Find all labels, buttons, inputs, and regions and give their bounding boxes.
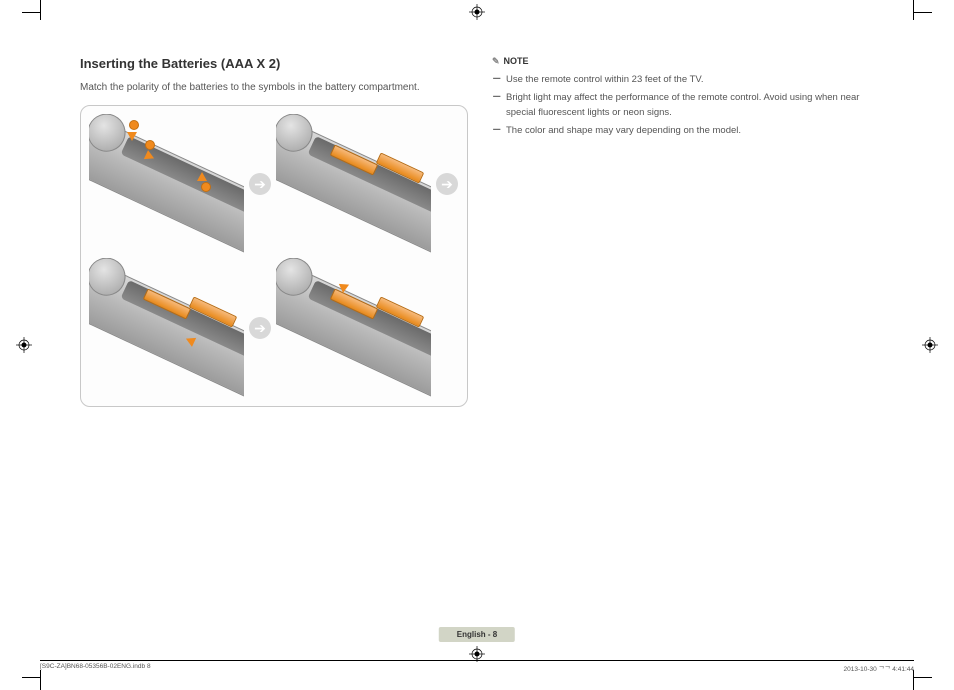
section-heading: Inserting the Batteries (AAA X 2) <box>80 56 468 71</box>
note-item: The color and shape may vary depending o… <box>492 124 874 138</box>
left-column: Inserting the Batteries (AAA X 2) Match … <box>80 56 468 407</box>
crop-mark <box>22 12 40 13</box>
crop-mark <box>40 0 41 20</box>
crop-mark <box>914 677 932 678</box>
next-step-arrow-icon <box>436 173 458 195</box>
battery-illustration <box>80 105 468 407</box>
manual-page: Inserting the Batteries (AAA X 2) Match … <box>0 0 954 690</box>
page-number: English - 8 <box>439 627 515 642</box>
illustration-panel-3 <box>89 258 244 398</box>
footer-filename: [S9C-ZA]BN68-05356B-02ENG.indb 8 <box>40 663 151 674</box>
illustration-panel-1 <box>89 114 244 254</box>
next-step-arrow-icon <box>249 173 271 195</box>
section-subtext: Match the polarity of the batteries to t… <box>80 81 468 95</box>
note-label: NOTE <box>504 56 529 66</box>
crop-mark <box>913 0 914 20</box>
illustration-panel-2 <box>276 114 431 254</box>
step-badge-2 <box>145 140 155 150</box>
crop-mark <box>22 677 40 678</box>
content-columns: Inserting the Batteries (AAA X 2) Match … <box>80 56 874 407</box>
note-icon: ✎ <box>492 56 500 66</box>
note-item: Bright light may affect the performance … <box>492 91 874 120</box>
crop-mark <box>914 12 932 13</box>
note-heading: ✎ NOTE <box>492 56 874 67</box>
step-badge-3 <box>201 182 211 192</box>
right-column: ✎ NOTE Use the remote control within 23 f… <box>492 56 874 407</box>
print-footer: [S9C-ZA]BN68-05356B-02ENG.indb 8 2013-10… <box>40 660 914 674</box>
indicator-arrow-icon <box>127 132 137 141</box>
registration-mark-icon <box>469 4 485 20</box>
indicator-arrow-icon <box>197 172 207 181</box>
footer-timestamp: 2013-10-30 ᄀᄀ 4:41:44 <box>843 663 914 674</box>
registration-mark-icon <box>922 337 938 353</box>
next-step-arrow-icon <box>249 317 271 339</box>
note-list: Use the remote control within 23 feet of… <box>492 73 874 138</box>
note-item: Use the remote control within 23 feet of… <box>492 73 874 87</box>
illustration-panel-4 <box>276 258 431 398</box>
step-badge-1 <box>129 120 139 130</box>
registration-mark-icon <box>16 337 32 353</box>
